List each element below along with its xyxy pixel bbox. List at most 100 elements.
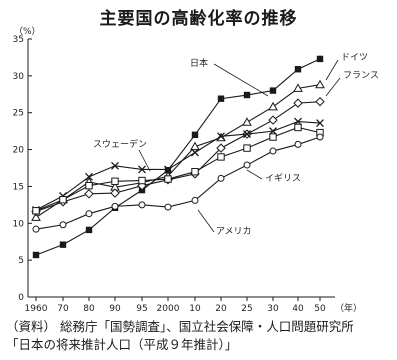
x-tick-label: 40 [292,304,304,314]
data-point [217,95,225,102]
data-point [59,241,67,248]
series-1 [31,79,325,221]
data-point [111,202,119,210]
data-point-stroke [191,148,199,157]
data-point [32,251,40,259]
x-tick-label: 95 [136,304,147,314]
data-point [85,172,93,181]
y-tick-label: 30 [13,72,25,82]
data-point [191,196,199,204]
data-point-stroke [243,130,251,139]
series-label-leader [325,77,341,97]
y-tick-label: 10 [13,219,25,229]
data-point [216,143,226,153]
x-tick-label: 10 [189,304,201,314]
series-label-leader [197,209,215,233]
data-point [164,175,172,183]
series-label: アメリカ [216,226,252,237]
data-point [315,79,325,89]
data-point-stroke [138,165,146,174]
data-point [294,140,302,148]
axes: 0 5 10 15 20 25 30 35（%） 1960 70 80 90 95 2000 10 20 25 3… [13,26,362,314]
data-point [191,167,199,176]
data-point [294,66,302,73]
data-point-stroke [164,165,172,174]
series-line [35,126,321,212]
data-point [31,212,41,221]
line-chart: 0 5 10 15 20 25 30 35（%） 1960 70 80 90 95 2000 10 20 25 3… [13,26,379,314]
x-tick-label: 50 [314,304,326,314]
y-tick-label: 20 [13,146,25,156]
source-line-2: 「日本の将来推計人口（平成９年推計）」 [6,337,238,352]
data-point [85,210,93,218]
chart-title: 主要国の高齢化率の推移 [99,9,298,29]
x-axis-unit-label: （年） [335,302,362,314]
data-point [85,226,93,234]
source-line-1: （資料） 総務庁「国勢調査」、国立社会保障・人口問題研究所 [6,319,354,334]
series-4 [32,123,324,215]
data-point [243,161,251,169]
series-label: フランス [343,70,379,81]
data-point [110,188,120,198]
data-point [111,161,119,170]
series-label-leader [138,149,151,172]
series-label-leader [213,63,269,97]
series-line [35,58,321,256]
data-point [243,130,251,139]
data-point [85,181,93,190]
x-tick-label: 80 [83,304,95,314]
series-label: イギリス [265,173,301,184]
data-point [268,101,278,111]
data-point [217,174,225,182]
data-point-stroke [217,132,225,141]
series-group [31,55,325,259]
series-label-leader [246,169,263,180]
y-tick-label: 15 [13,182,24,192]
y-tick-label: 35 [13,35,24,45]
data-point-stroke [85,172,93,181]
data-point [164,165,172,174]
data-point [217,132,225,141]
x-tick-label: 2000 [157,304,180,314]
data-point [269,87,277,94]
data-point [315,96,325,107]
series-label: 日本 [190,57,208,69]
series-5 [32,133,324,233]
data-point [243,91,251,99]
y-axis-unit-label: （%） [14,26,41,37]
data-point [268,115,278,125]
data-point [269,133,277,141]
series-3 [32,117,324,214]
data-point [191,148,199,157]
y-tick-label: 0 [18,293,24,303]
data-point [316,133,324,141]
data-point [316,55,324,63]
x-tick-label: 25 [241,304,252,314]
x-tick-label: 30 [267,304,279,314]
y-tick-label: 25 [13,109,24,119]
series-0 [32,55,324,259]
data-point [84,189,94,199]
x-tick-label: 1960 [25,304,48,314]
data-point [138,176,146,185]
data-point [217,153,225,161]
data-point [294,123,302,132]
data-point [269,147,277,155]
data-point [138,165,146,174]
series-label: スウェーデン [93,138,147,150]
data-point [293,98,303,108]
y-tick-label: 5 [18,256,24,266]
data-point [32,225,40,233]
x-tick-label: 90 [109,304,121,314]
data-point-stroke [111,161,119,170]
data-point [111,177,119,185]
data-point [242,117,252,126]
data-point [243,144,251,152]
data-point [59,195,67,204]
series-label: ドイツ [341,53,368,63]
data-point [164,203,172,211]
data-point [190,141,200,151]
series-line [35,136,321,230]
data-point [293,83,303,92]
